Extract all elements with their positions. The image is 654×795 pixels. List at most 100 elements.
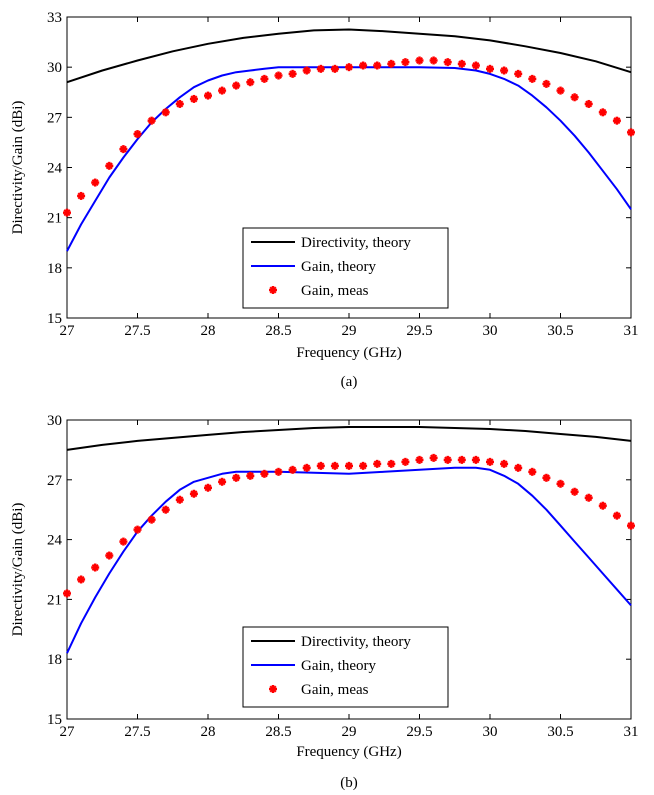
legend-marker-swatch xyxy=(269,685,277,693)
x-tick-label: 29 xyxy=(342,323,357,339)
data-point xyxy=(514,69,523,78)
data-point xyxy=(218,86,227,95)
data-point xyxy=(345,63,353,72)
x-tick-label: 30.5 xyxy=(547,323,573,339)
data-point xyxy=(542,473,551,482)
x-tick-label: 27.5 xyxy=(124,323,150,339)
x-tick-label: 27.5 xyxy=(124,724,150,740)
y-tick-label: 27 xyxy=(47,110,63,126)
data-point xyxy=(260,74,269,83)
data-point xyxy=(486,64,494,73)
data-point xyxy=(91,563,100,572)
y-tick-label: 18 xyxy=(47,261,62,277)
series-line-0 xyxy=(66,426,632,451)
data-point xyxy=(359,461,368,470)
data-point xyxy=(246,471,255,480)
y-tick-label: 15 xyxy=(47,311,62,327)
data-point xyxy=(330,461,339,470)
y-tick-label: 18 xyxy=(47,652,62,668)
data-point xyxy=(288,465,297,474)
data-point xyxy=(147,116,156,125)
figure-caption: (b) xyxy=(340,775,358,791)
y-tick-label: 27 xyxy=(47,473,63,489)
legend-entry: Directivity, theory xyxy=(251,235,411,251)
data-point xyxy=(500,66,509,75)
data-point xyxy=(457,455,466,464)
legend-label: Gain, meas xyxy=(301,682,369,698)
data-point xyxy=(415,56,424,65)
x-tick-label: 28 xyxy=(201,323,216,339)
x-tick-label: 29.5 xyxy=(406,724,432,740)
data-point xyxy=(556,86,565,95)
legend-entry: Gain, meas xyxy=(269,682,369,698)
x-axis-label: Frequency (GHz) xyxy=(296,744,401,760)
y-tick-label: 33 xyxy=(47,10,62,26)
y-tick-label: 30 xyxy=(47,413,62,429)
data-point xyxy=(316,64,325,73)
legend-label: Gain, theory xyxy=(301,658,376,674)
legend: Directivity, theory Gain, theory Gain, mea… xyxy=(242,227,449,309)
x-tick-label: 31 xyxy=(624,724,639,740)
data-point xyxy=(528,74,537,83)
data-point xyxy=(189,489,198,498)
series-line-1 xyxy=(66,66,632,252)
data-point xyxy=(232,473,241,482)
data-point xyxy=(175,495,184,504)
data-point xyxy=(612,511,621,520)
chart-b: 27 27.5 28 28.5 29 29.5 30 30.5 31 15 18 21 24 27 30 Fr… xyxy=(10,413,639,791)
x-tick-label: 30 xyxy=(483,724,498,740)
data-point xyxy=(105,161,114,170)
data-point xyxy=(288,69,297,78)
data-point xyxy=(260,469,269,478)
y-tick-label: 24 xyxy=(47,533,63,549)
figure-caption: (a) xyxy=(341,374,358,390)
data-point xyxy=(161,108,170,117)
data-point xyxy=(584,99,593,108)
legend-entry: Gain, meas xyxy=(269,283,369,299)
data-point xyxy=(119,145,128,154)
data-point xyxy=(161,505,170,514)
data-point xyxy=(204,483,212,492)
chart-a: 27 27.5 28 28.5 29 29.5 30 30.5 31 15 18 21 24 27 30 33… xyxy=(10,10,639,390)
data-point xyxy=(189,94,198,103)
x-tick-label: 29.5 xyxy=(406,323,432,339)
x-tick-label: 31 xyxy=(624,323,639,339)
x-tick-label: 30 xyxy=(483,323,498,339)
data-point xyxy=(542,79,551,88)
x-tick-label: 27 xyxy=(60,724,76,740)
data-point xyxy=(63,589,71,598)
data-point xyxy=(218,477,227,486)
data-point xyxy=(274,467,283,476)
data-point xyxy=(345,461,353,470)
x-axis-label: Frequency (GHz) xyxy=(296,345,401,361)
x-tick-label: 30.5 xyxy=(547,724,573,740)
data-point xyxy=(105,551,114,560)
data-point xyxy=(232,81,241,90)
legend-label: Gain, theory xyxy=(301,259,376,275)
y-tick-label: 15 xyxy=(47,712,62,728)
data-point xyxy=(443,58,452,67)
data-point xyxy=(429,453,438,462)
data-point xyxy=(133,525,142,534)
x-tick-label: 28.5 xyxy=(265,323,291,339)
data-point xyxy=(627,521,635,530)
x-tick-label: 28.5 xyxy=(265,724,291,740)
data-point xyxy=(330,64,339,73)
data-point xyxy=(77,575,86,584)
legend-entry: Gain, theory xyxy=(251,658,376,674)
data-point xyxy=(471,61,480,70)
data-point xyxy=(514,463,523,472)
y-tick-label: 21 xyxy=(47,592,62,608)
data-point xyxy=(204,91,212,100)
data-point xyxy=(500,459,509,468)
legend-marker-swatch xyxy=(269,286,277,294)
data-point xyxy=(429,56,438,65)
data-point xyxy=(528,467,537,476)
data-point xyxy=(373,459,382,468)
data-point xyxy=(401,58,410,67)
data-point xyxy=(598,108,607,117)
data-point xyxy=(556,479,565,488)
data-point xyxy=(316,461,325,470)
data-point xyxy=(443,455,452,464)
